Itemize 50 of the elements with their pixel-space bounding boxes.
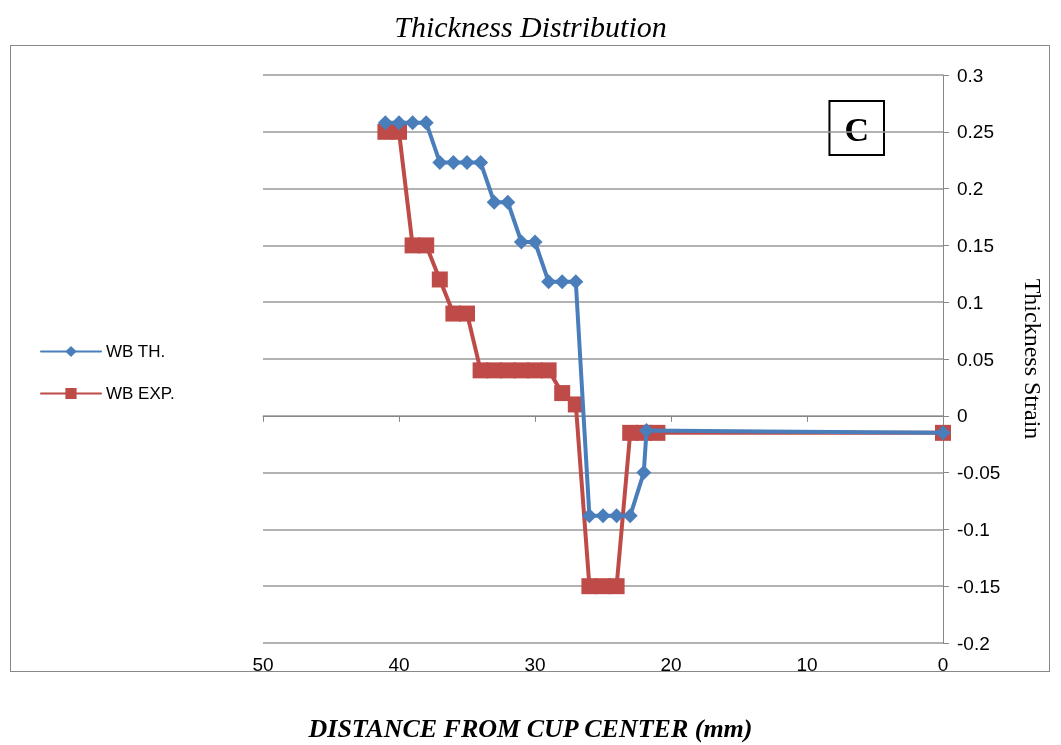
point: [527, 234, 543, 250]
point: [622, 508, 638, 524]
point: [554, 274, 570, 290]
point: [500, 194, 516, 210]
y-tick-label: -0.1: [957, 518, 990, 540]
point: [608, 578, 625, 595]
point: [513, 234, 529, 250]
point: [431, 271, 448, 288]
point: [581, 508, 597, 524]
point: [405, 115, 421, 131]
x-tick-label: 0: [937, 654, 949, 675]
y-tick-label: 0.3: [957, 64, 984, 86]
point: [432, 154, 448, 170]
x-tick-label: 10: [796, 654, 818, 675]
x-tick-label: 20: [660, 654, 682, 675]
legend-label: WB EXP.: [106, 384, 175, 403]
point: [636, 465, 652, 481]
point: [541, 274, 557, 290]
point: [418, 237, 435, 254]
y-tick-label: -0.2: [957, 632, 990, 654]
point: [568, 274, 584, 290]
annotation: C: [844, 110, 870, 148]
x-axis-title: DISTANCE FROM CUP CENTER (mm): [307, 713, 753, 743]
point: [391, 115, 407, 131]
point: [554, 385, 571, 402]
point: [459, 154, 475, 170]
point: [459, 305, 475, 322]
chart-title: Thickness Distribution: [394, 9, 667, 43]
y-tick-label: 0.25: [957, 121, 994, 143]
point: [418, 115, 434, 131]
y-tick-label: -0.05: [957, 462, 1001, 484]
x-tick-label: 40: [388, 654, 410, 675]
y-tick-label: 0.1: [957, 291, 984, 313]
point: [473, 154, 489, 170]
legend-label: WB TH.: [106, 342, 166, 361]
y-tick-label: 0.2: [957, 178, 984, 200]
point: [377, 115, 393, 131]
x-tick-label: 30: [524, 654, 546, 675]
point: [445, 154, 461, 170]
y-tick-label: 0: [957, 405, 968, 427]
point: [540, 362, 557, 379]
y-tick-label: -0.15: [957, 575, 1001, 597]
y-tick-label: 0.15: [957, 234, 994, 256]
point: [486, 194, 502, 210]
y-tick-label: 0.05: [957, 348, 994, 370]
point: [595, 508, 611, 524]
y-axis-title: Thickness Strain: [1020, 278, 1046, 440]
point: [609, 508, 625, 524]
x-tick-label: 50: [252, 654, 274, 675]
point: [639, 423, 655, 439]
